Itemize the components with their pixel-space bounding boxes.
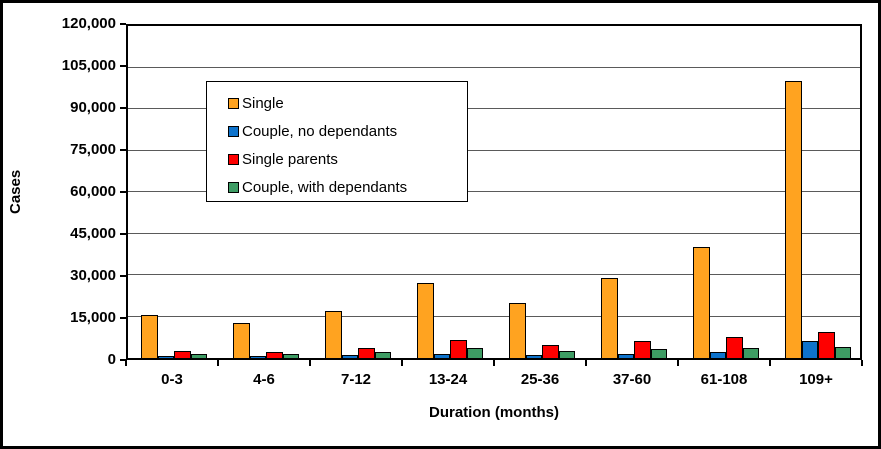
x-axis-tick-label: 61-108 bbox=[700, 371, 748, 388]
y-axis-tick bbox=[120, 149, 126, 151]
y-axis-tick-label: 105,000 bbox=[61, 57, 116, 74]
legend-item-single: Single bbox=[228, 95, 467, 112]
bar-single-parents-61-108 bbox=[726, 337, 743, 358]
y-axis-tick-label: 60,000 bbox=[70, 183, 116, 200]
y-axis-tick-label: 45,000 bbox=[70, 225, 116, 242]
bar-couple-with-dependants-13-24 bbox=[466, 348, 483, 358]
x-axis-tick bbox=[125, 360, 127, 366]
gridline bbox=[128, 66, 860, 68]
bar-single-parents-7-12 bbox=[358, 347, 375, 358]
bar-group-7-12 bbox=[325, 310, 391, 358]
gridline bbox=[128, 232, 860, 234]
bar-couple-with-dependants-0-3 bbox=[190, 354, 207, 358]
bar-group-37-60 bbox=[601, 277, 667, 358]
bar-couple-no-dependants-13-24 bbox=[433, 354, 450, 358]
bar-single-parents-109+ bbox=[818, 332, 835, 358]
bar-single-13-24 bbox=[417, 283, 434, 358]
bar-single-parents-25-36 bbox=[542, 345, 559, 358]
x-axis-tick bbox=[493, 360, 495, 366]
bar-couple-with-dependants-25-36 bbox=[558, 351, 575, 358]
x-axis-tick bbox=[309, 360, 311, 366]
bar-single-25-36 bbox=[509, 303, 526, 358]
gridline bbox=[128, 108, 860, 109]
legend-item-couple-no-dependants: Couple, no dependants bbox=[228, 123, 467, 140]
bar-group-4-6 bbox=[233, 323, 299, 358]
bar-single-109+ bbox=[785, 81, 802, 358]
bar-single-4-6 bbox=[233, 323, 250, 358]
x-axis-tick-label: 7-12 bbox=[340, 371, 372, 388]
bar-group-0-3 bbox=[141, 315, 207, 358]
y-axis-tick bbox=[120, 23, 126, 25]
legend-marker-icon bbox=[228, 125, 239, 137]
y-axis-tick-label: 0 bbox=[107, 351, 116, 368]
gridline bbox=[128, 149, 860, 151]
gridline bbox=[128, 274, 860, 275]
x-axis-tick bbox=[677, 360, 679, 366]
y-axis-tick bbox=[120, 359, 126, 361]
bar-couple-with-dependants-61-108 bbox=[742, 348, 759, 358]
bar-couple-no-dependants-25-36 bbox=[525, 355, 542, 358]
bar-single-37-60 bbox=[601, 277, 618, 358]
y-axis-tick bbox=[120, 317, 126, 319]
bar-single-0-3 bbox=[141, 315, 158, 358]
y-axis-tick-label: 90,000 bbox=[70, 99, 116, 116]
x-axis-tick-label: 4-6 bbox=[253, 371, 275, 388]
y-axis-tick bbox=[120, 275, 126, 277]
bar-group-13-24 bbox=[417, 283, 483, 358]
x-axis-tick bbox=[401, 360, 403, 366]
y-axis-tick bbox=[120, 191, 126, 193]
y-axis-tick-label: 120,000 bbox=[61, 15, 116, 32]
y-axis-tick-label: 75,000 bbox=[70, 141, 116, 158]
y-axis-tick-label: 15,000 bbox=[70, 309, 116, 326]
legend-label: Single bbox=[242, 94, 284, 112]
gridline bbox=[128, 315, 860, 317]
legend: Single Couple, no dependants Single parent… bbox=[206, 81, 468, 202]
y-axis-tick bbox=[120, 107, 126, 109]
gridline bbox=[128, 191, 860, 192]
bar-single-7-12 bbox=[325, 310, 342, 358]
bar-single-parents-4-6 bbox=[266, 351, 283, 358]
x-axis-tick-label: 25-36 bbox=[520, 371, 560, 388]
bar-couple-no-dependants-61-108 bbox=[709, 351, 726, 358]
bar-single-61-108 bbox=[693, 247, 710, 358]
bar-single-parents-37-60 bbox=[634, 340, 651, 358]
y-axis-tick-label: 30,000 bbox=[70, 267, 116, 284]
x-axis-tick bbox=[585, 360, 587, 366]
y-axis-tick bbox=[120, 65, 126, 67]
legend-marker-icon bbox=[228, 181, 239, 193]
legend-item-single-parents: Single parents bbox=[228, 151, 467, 168]
legend-label: Single parents bbox=[242, 150, 338, 168]
bar-couple-with-dependants-37-60 bbox=[650, 349, 667, 358]
bar-couple-no-dependants-0-3 bbox=[157, 356, 174, 358]
x-axis-tick-label: 0-3 bbox=[161, 371, 183, 388]
legend-marker-icon bbox=[228, 153, 239, 165]
x-axis-title: Duration (months) bbox=[429, 404, 559, 421]
legend-label: Couple, no dependants bbox=[242, 122, 398, 140]
bar-couple-with-dependants-109+ bbox=[834, 346, 851, 358]
bar-group-109+ bbox=[785, 81, 851, 358]
x-axis-tick bbox=[217, 360, 219, 366]
x-axis-tick-label: 37-60 bbox=[612, 371, 652, 388]
legend-marker-icon bbox=[228, 97, 239, 109]
bar-group-61-108 bbox=[693, 247, 759, 358]
bar-couple-no-dependants-109+ bbox=[801, 340, 818, 358]
bar-couple-no-dependants-7-12 bbox=[341, 355, 358, 358]
x-axis-tick-label: 13-24 bbox=[428, 371, 468, 388]
bar-couple-with-dependants-7-12 bbox=[374, 351, 391, 358]
bar-single-parents-13-24 bbox=[450, 340, 467, 358]
legend-label: Couple, with dependants bbox=[242, 178, 408, 196]
bar-couple-no-dependants-37-60 bbox=[617, 353, 634, 358]
y-axis-tick bbox=[120, 233, 126, 235]
x-axis-tick-label: 109+ bbox=[799, 371, 833, 388]
x-axis-tick bbox=[861, 360, 863, 366]
legend-item-couple-with-dependants: Couple, with dependants bbox=[228, 179, 467, 196]
bar-couple-with-dependants-4-6 bbox=[282, 354, 299, 358]
bar-single-parents-0-3 bbox=[174, 350, 191, 358]
bar-couple-no-dependants-4-6 bbox=[249, 356, 266, 358]
x-axis-tick bbox=[769, 360, 771, 366]
bar-group-25-36 bbox=[509, 303, 575, 358]
